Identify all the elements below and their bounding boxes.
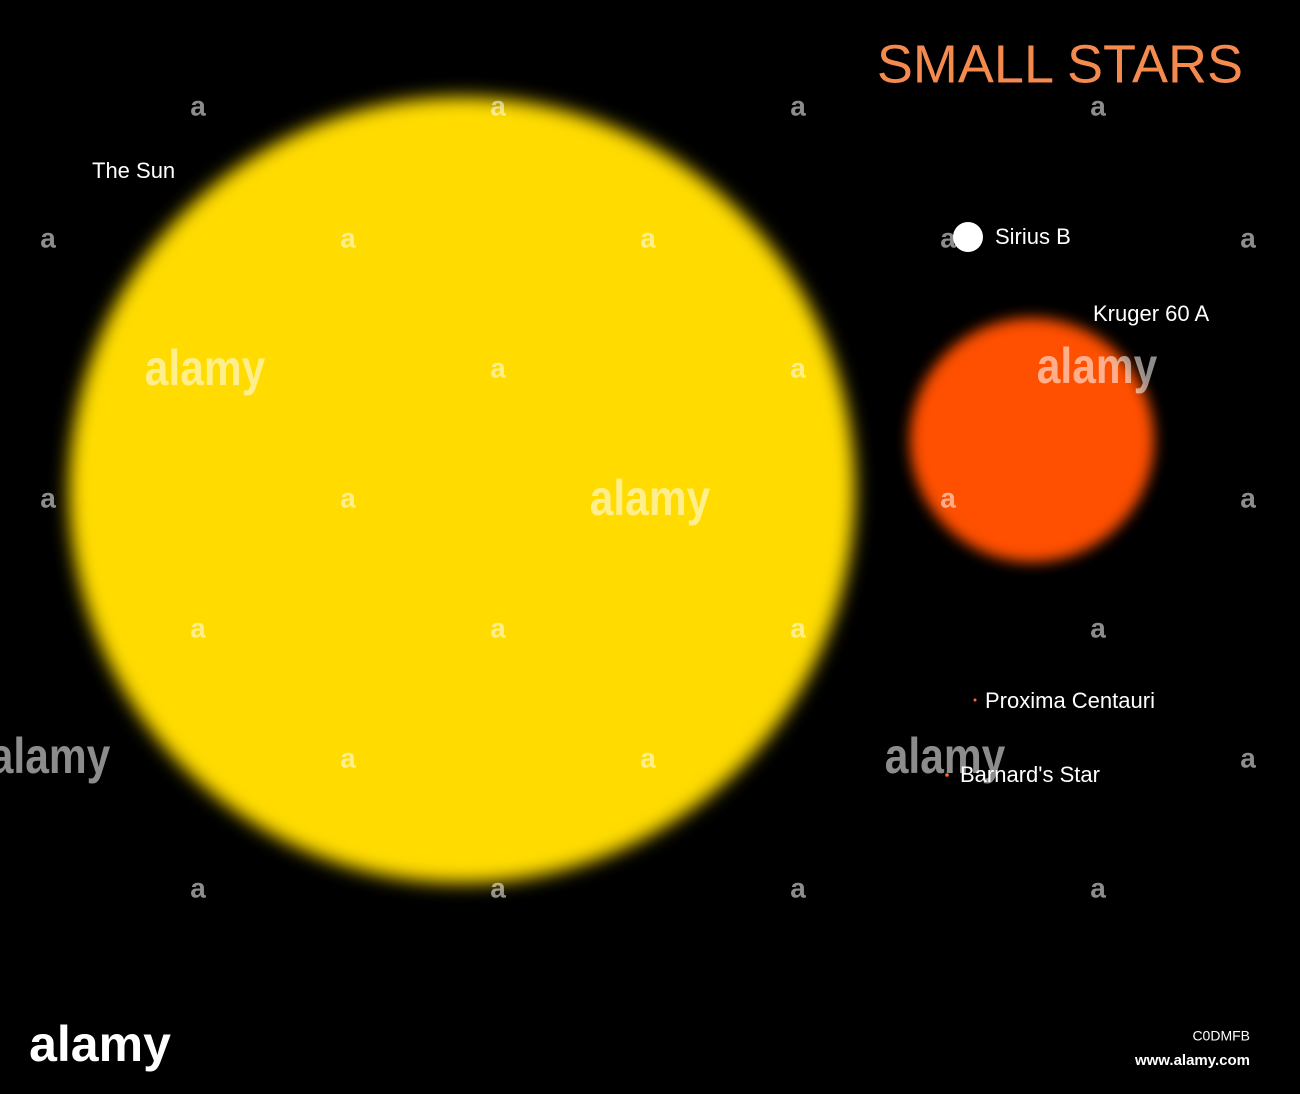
watermark-word: alamy bbox=[0, 728, 110, 784]
star-label: Sirius B bbox=[995, 224, 1071, 249]
watermark-mark: a bbox=[790, 90, 806, 121]
watermark-mark: a bbox=[1090, 612, 1106, 643]
watermark-mark: a bbox=[40, 222, 56, 253]
kruger-star bbox=[910, 318, 1154, 562]
watermark-mark: a bbox=[1240, 742, 1256, 773]
watermark-mark: a bbox=[340, 222, 356, 253]
watermark-mark: a bbox=[940, 482, 956, 513]
star-label: The Sun bbox=[92, 158, 175, 183]
watermark-mark: a bbox=[640, 222, 656, 253]
proxima-star bbox=[973, 698, 977, 702]
image-id: C0DMFB bbox=[1192, 1028, 1250, 1044]
watermark-word: alamy bbox=[885, 728, 1006, 784]
watermark-mark: a bbox=[340, 482, 356, 513]
sirius-star bbox=[953, 222, 983, 252]
watermark-mark: a bbox=[190, 90, 206, 121]
footer-logo: alamy bbox=[29, 1016, 171, 1072]
star-label: Proxima Centauri bbox=[985, 688, 1155, 713]
watermark-mark: a bbox=[1240, 482, 1256, 513]
watermark-mark: a bbox=[490, 872, 506, 903]
footer-url: www.alamy.com bbox=[1134, 1052, 1250, 1069]
watermark-word: alamy bbox=[1037, 338, 1158, 394]
watermark-mark: a bbox=[940, 222, 956, 253]
watermark-mark: a bbox=[790, 352, 806, 383]
watermark-word: alamy bbox=[590, 470, 711, 526]
watermark-mark: a bbox=[1240, 222, 1256, 253]
title: SMALL STARS bbox=[877, 34, 1243, 94]
watermark-mark: a bbox=[490, 612, 506, 643]
star-label: Kruger 60 A bbox=[1093, 301, 1210, 326]
watermark-mark: a bbox=[790, 612, 806, 643]
watermark-mark: a bbox=[1090, 90, 1106, 121]
star-label: Barnard's Star bbox=[960, 762, 1100, 787]
barnard-star bbox=[945, 773, 949, 777]
watermarks: a a a a a a a a a a a a a a a a a a a a a a a a a a alamy alamy alam… bbox=[0, 90, 1256, 903]
watermark-mark: a bbox=[490, 90, 506, 121]
watermark-mark: a bbox=[790, 872, 806, 903]
watermark-mark: a bbox=[340, 742, 356, 773]
watermark-mark: a bbox=[40, 482, 56, 513]
watermark-mark: a bbox=[490, 352, 506, 383]
sun bbox=[69, 97, 855, 883]
watermark-mark: a bbox=[190, 872, 206, 903]
watermark-mark: a bbox=[1090, 872, 1106, 903]
watermark-mark: a bbox=[640, 742, 656, 773]
watermark-mark: a bbox=[190, 612, 206, 643]
watermark-word: alamy bbox=[145, 340, 266, 396]
